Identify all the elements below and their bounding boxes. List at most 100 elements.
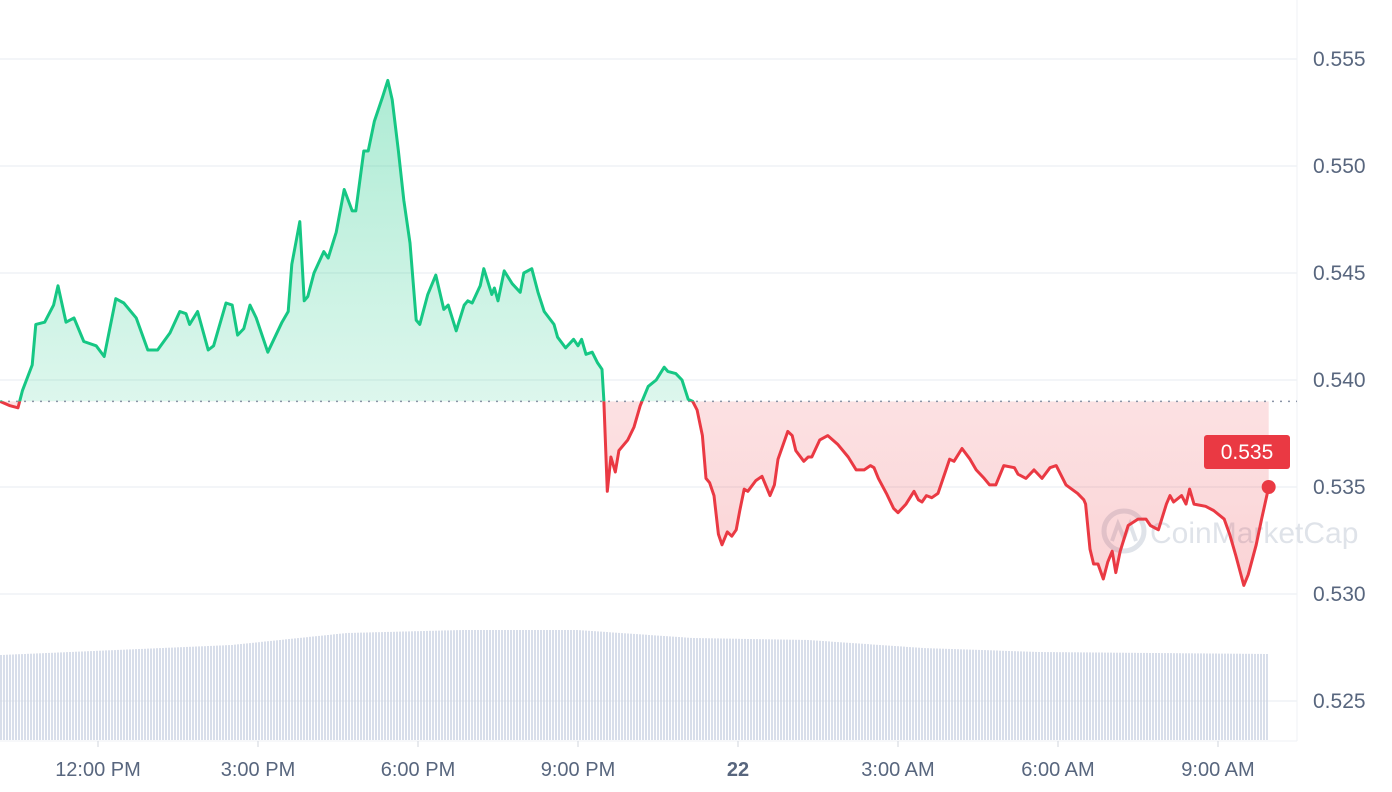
y-tick-label: 0.540 <box>1313 369 1366 392</box>
volume-bar <box>216 645 218 740</box>
x-tick-label: 12:00 PM <box>55 759 141 781</box>
volume-bar <box>1140 652 1142 740</box>
volume-bar <box>1020 651 1022 740</box>
volume-bar <box>1047 652 1049 740</box>
volume-bar <box>54 652 56 740</box>
y-axis: 0.555 0.550 0.545 0.540 0.535 0.530 0.525 <box>1313 48 1366 713</box>
volume-bar <box>1104 652 1106 740</box>
volume-bar <box>1071 652 1073 740</box>
volume-bar <box>1008 651 1010 740</box>
volume-bar <box>954 649 956 740</box>
volume-bar <box>1161 653 1163 740</box>
volume-bar <box>1248 653 1250 740</box>
volume-bar <box>126 649 128 740</box>
volume-bar <box>615 632 617 740</box>
volume-bar <box>456 630 458 740</box>
volume-bar <box>441 630 443 740</box>
volume-bar <box>339 633 341 740</box>
volume-bar <box>33 653 35 740</box>
volume-bar <box>609 632 611 740</box>
volume-bar <box>306 637 308 740</box>
volume-bar <box>789 639 791 740</box>
x-tick-label: 9:00 AM <box>1181 759 1254 781</box>
y-tick-label: 0.530 <box>1313 583 1366 606</box>
volume-bar <box>1215 653 1217 740</box>
volume-bar <box>960 649 962 740</box>
volume-bar <box>396 631 398 740</box>
volume-bar <box>792 639 794 740</box>
volume-bar <box>966 649 968 740</box>
volume-bar <box>525 630 527 740</box>
volume-bar <box>570 630 572 740</box>
volume-bar <box>582 630 584 740</box>
y-tick-label: 0.525 <box>1313 690 1366 713</box>
volume-bar <box>9 654 11 740</box>
volume-bar <box>273 640 275 740</box>
volume-bar <box>282 639 284 740</box>
volume-bar <box>1152 653 1154 740</box>
volume-bar <box>1200 653 1202 740</box>
volume-bar <box>384 632 386 740</box>
volume-bar <box>822 641 824 740</box>
volume-bar <box>927 648 929 740</box>
volume-bar <box>246 643 248 740</box>
volume-bar <box>42 653 44 740</box>
x-tick-label: 6:00 PM <box>381 759 455 781</box>
volume-bar <box>279 640 281 740</box>
volume-bar <box>738 638 740 740</box>
volume-bar <box>1026 651 1028 740</box>
volume-bar <box>309 636 311 740</box>
volume-bar <box>546 630 548 740</box>
volume-bar <box>123 649 125 740</box>
volume-bar <box>501 630 503 740</box>
volume-bar <box>819 640 821 740</box>
volume-bar <box>564 630 566 740</box>
volume-bar <box>729 638 731 740</box>
volume-bar <box>771 639 773 740</box>
volume-bar <box>864 643 866 740</box>
volume-bar <box>951 649 953 740</box>
volume-bar <box>744 638 746 740</box>
volume-bar <box>18 654 20 740</box>
volume-bar <box>1203 653 1205 740</box>
volume-bar <box>1083 652 1085 740</box>
volume-bar <box>291 638 293 740</box>
volume-bar <box>435 630 437 740</box>
volume-bar <box>1167 653 1169 740</box>
volume-bar <box>195 646 197 740</box>
volume-bar <box>873 644 875 740</box>
volume-bar <box>1011 651 1013 740</box>
volume-bar <box>1056 652 1058 740</box>
volume-bar <box>786 639 788 740</box>
volume-bar <box>504 630 506 740</box>
volume-bar <box>15 654 17 740</box>
volume-bar <box>315 636 317 740</box>
volume-bar <box>45 653 47 740</box>
volume-bar <box>522 630 524 740</box>
volume-bar <box>1068 652 1070 740</box>
volume-bar <box>39 653 41 740</box>
volume-bar <box>918 647 920 740</box>
volume-bar <box>237 644 239 740</box>
volume-bar <box>978 649 980 740</box>
x-tick-label: 22 <box>727 759 749 781</box>
volume-bar <box>654 635 656 740</box>
volume-bar <box>597 631 599 740</box>
volume-bar <box>765 639 767 740</box>
volume-bar <box>777 639 779 740</box>
volume-bar <box>996 650 998 740</box>
volume-bar <box>423 631 425 740</box>
volume-bar <box>75 651 77 740</box>
volume-bar <box>0 655 2 740</box>
volume-bar <box>537 630 539 740</box>
volume-bar <box>711 638 713 740</box>
volume-bar <box>180 647 182 740</box>
volume-bar <box>36 653 38 740</box>
volume-bar <box>24 654 26 740</box>
volume-bar <box>381 632 383 740</box>
volume-bar <box>795 639 797 740</box>
x-tick-label: 3:00 PM <box>221 759 295 781</box>
volume-bar <box>240 644 242 740</box>
